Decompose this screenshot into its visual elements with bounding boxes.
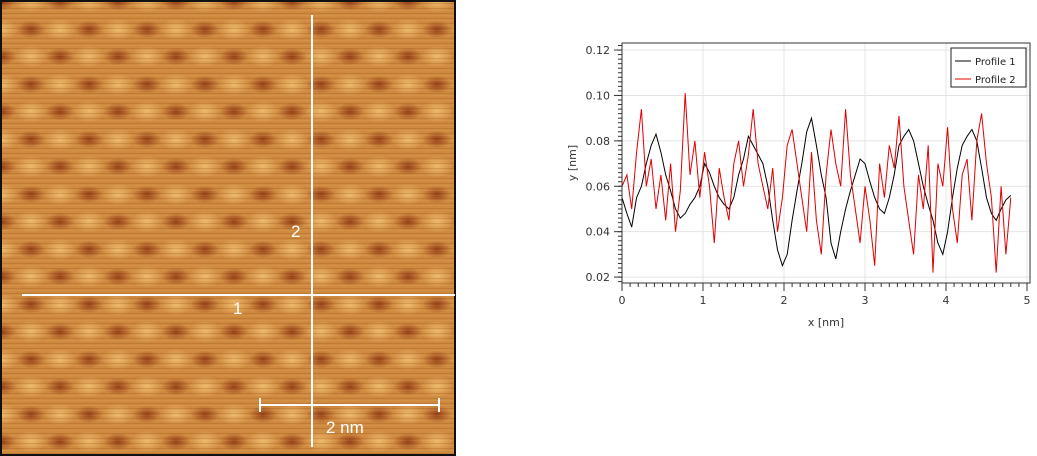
x-tick-label: 1 [700,294,707,307]
y-tick-label: 0.10 [586,89,611,102]
y-tick-label: 0.04 [586,226,611,239]
y-tick-label: 0.12 [586,44,611,57]
plot-frame [621,42,1031,284]
axes: 0 1 2 3 4 5 0.02 0.04 0.06 0.08 0.10 0.12 [586,44,1031,307]
series-lines [621,93,1012,273]
scale-bar [259,404,440,406]
y-tick-label: 0.02 [586,271,611,284]
x-tick-label: 3 [862,294,869,307]
series-line-profile-2 [621,93,1012,273]
profile-line-2 [311,15,313,447]
y-axis-label: y [nm] [566,145,579,181]
y-tick-label: 0.06 [586,180,611,193]
y-tick-label: 0.08 [586,135,611,148]
profile-line-1-label: 1 [233,299,243,318]
x-axis-label: x [nm] [808,316,844,329]
legend-box [950,47,1027,88]
x-tick-label: 5 [1024,294,1031,307]
profile-line-1 [22,294,455,296]
legend-label-profile-2: Profile 2 [975,75,1016,86]
legend: Profile 1 Profile 2 [950,47,1027,88]
profile-line-2-label: 2 [291,222,301,241]
scale-bar-label: 2 nm [326,418,364,437]
x-tick-label: 0 [619,294,626,307]
scale-bar-cap-left [259,398,261,412]
x-tick-label: 4 [943,294,950,307]
scale-bar-cap-right [438,398,440,412]
series-line-profile-1 [621,116,1012,268]
legend-label-profile-1: Profile 1 [975,57,1016,68]
stm-topography-image [0,0,456,456]
x-tick-label: 2 [781,294,788,307]
